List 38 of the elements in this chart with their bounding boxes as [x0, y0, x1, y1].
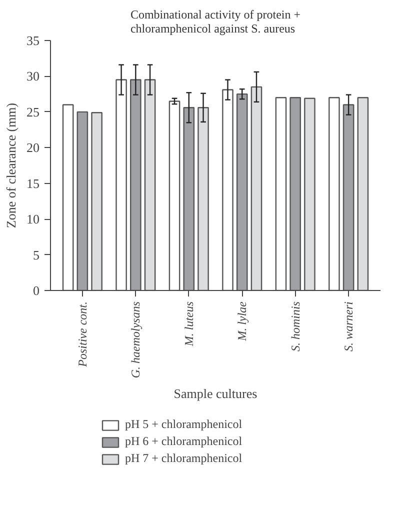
bar [130, 79, 142, 290]
bar [275, 97, 287, 290]
bar [304, 98, 316, 290]
x-axis-title: Sample cultures [174, 386, 258, 402]
y-tick-label: 35 [26, 33, 40, 48]
y-tick-label: 25 [26, 104, 40, 120]
legend-label: pH 6 + chloramphenicol [125, 434, 242, 449]
bar [76, 111, 88, 290]
x-tick-label: S. warneri [342, 301, 356, 352]
bar [168, 100, 180, 290]
y-tick-label: 15 [26, 176, 40, 191]
y-tick-label: 20 [26, 140, 40, 156]
y-axis-title: Zone of clearance (mm) [4, 102, 18, 228]
bar [198, 107, 209, 290]
y-tick-label: 0 [33, 283, 40, 298]
bar [62, 104, 74, 290]
x-tick-label: M. luteus [182, 301, 196, 348]
y-tick-label: 10 [26, 212, 40, 227]
bar [328, 97, 340, 290]
bar [357, 97, 369, 290]
bar [222, 89, 234, 290]
bar [342, 104, 354, 290]
legend-label: pH 5 + chloramphenicol [125, 417, 242, 432]
bar [91, 112, 102, 290]
bar [144, 79, 156, 290]
x-tick-label: Positive cont. [75, 301, 90, 368]
bar [183, 107, 195, 290]
bar [116, 79, 127, 290]
chart-title: Combinational activity of protein + chloramphenicol against S. aureus [130, 8, 301, 36]
bar [236, 93, 248, 290]
x-tick-label: S. hominis [288, 301, 302, 352]
x-tick-label: G. haemolysans [128, 301, 143, 378]
y-tick-label: 5 [33, 247, 40, 262]
x-tick-label: M. lylae [235, 300, 250, 342]
bar [250, 86, 262, 290]
legend-label: pH 7 + chloramphenicol [125, 451, 242, 466]
y-tick-label: 30 [26, 68, 40, 84]
bar [290, 97, 301, 290]
